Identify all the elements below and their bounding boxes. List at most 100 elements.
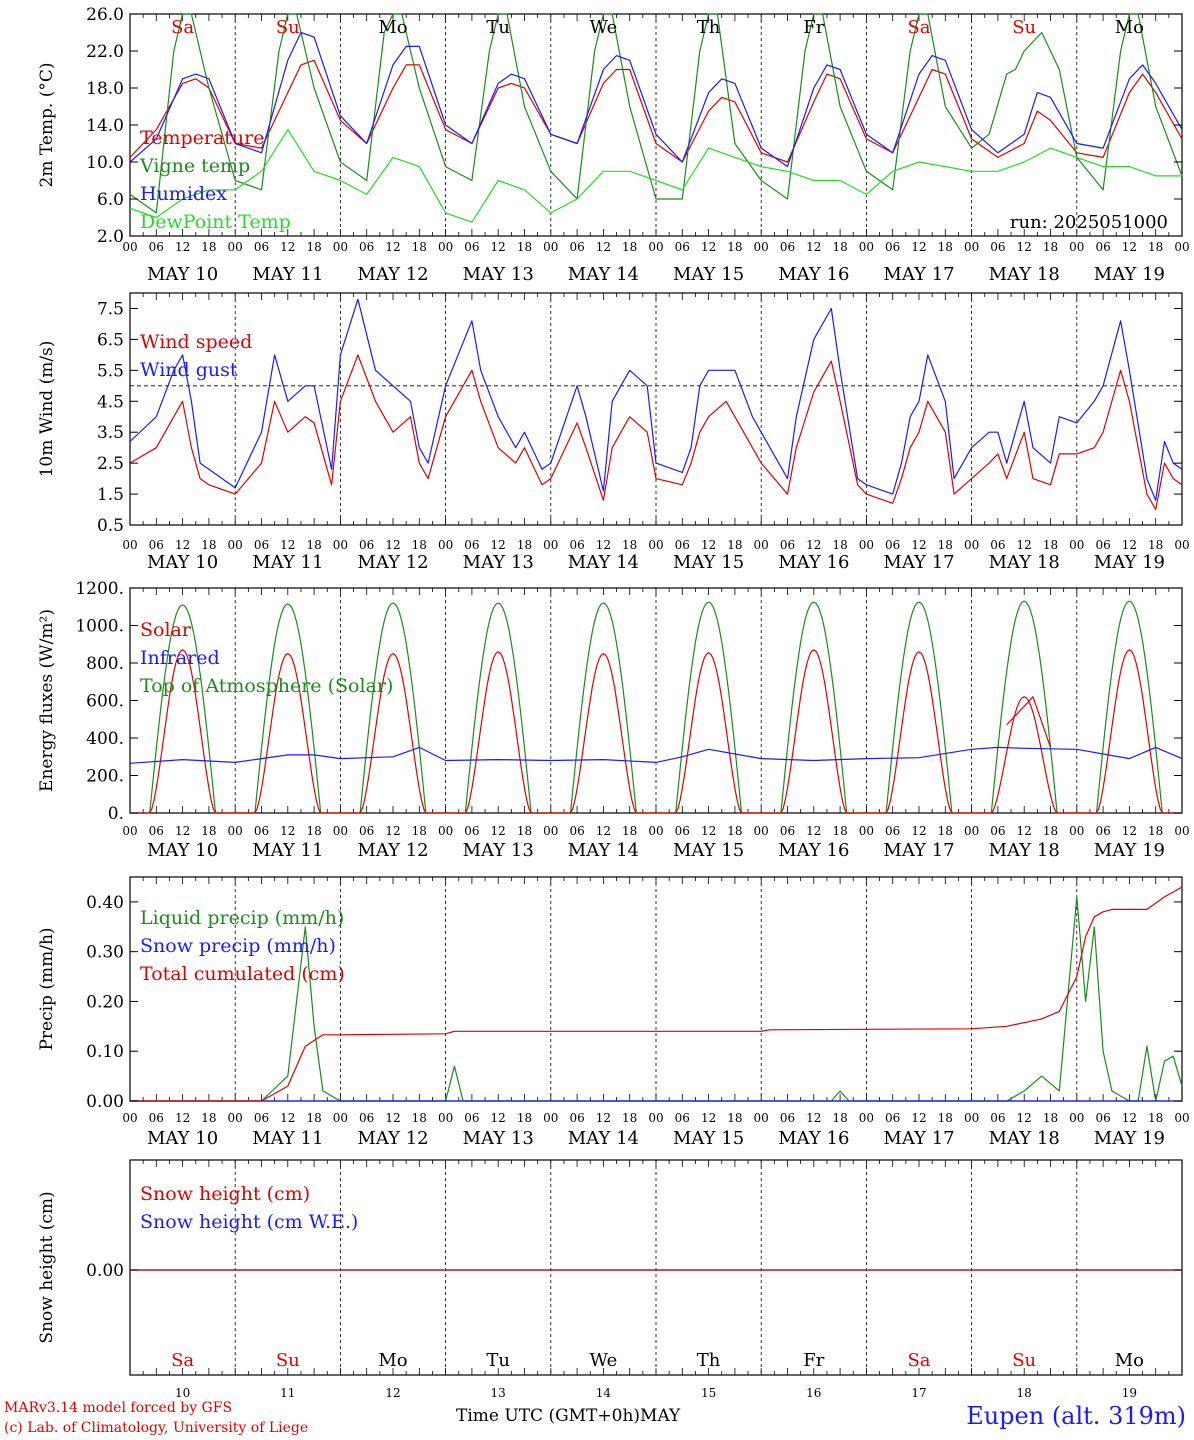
date-label: MAY 16 [778,552,849,573]
hour-tick-label: 06 [990,824,1005,838]
hour-tick-label: 06 [990,538,1005,552]
hour-tick-label: 18 [938,240,953,254]
hour-tick-label: 12 [806,824,821,838]
legend-wind-speed: Wind speed [140,331,252,353]
hour-tick-label: 12 [701,824,716,838]
date-label: MAY 16 [778,840,849,861]
hour-tick-label: 06 [1095,538,1110,552]
date-label: MAY 10 [147,552,218,573]
day-number-label: 17 [911,1386,926,1400]
hour-tick-label: 00 [859,1111,874,1125]
hour-tick-label: 06 [1095,240,1110,254]
hour-tick-label: 06 [780,538,795,552]
hour-tick-label: 18 [622,240,637,254]
date-label: MAY 14 [568,1128,639,1149]
hour-tick-label: 12 [701,1111,716,1125]
hour-tick-label: 00 [754,1111,769,1125]
weekday-label: Sa [907,17,930,38]
hour-tick-label: 18 [1043,538,1058,552]
hour-tick-label: 06 [149,240,164,254]
run-label: run: 2025051000 [1010,212,1168,233]
weekday-label: Tu [486,1350,510,1371]
hour-tick-label: 18 [1148,538,1163,552]
hour-tick-label: 06 [149,1111,164,1125]
hour-tick-label: 06 [885,824,900,838]
hour-tick-label: 06 [254,824,269,838]
hour-tick-label: 00 [228,538,243,552]
hour-tick-label: 12 [1122,1111,1137,1125]
hour-tick-label: 18 [412,240,427,254]
hour-tick-label: 06 [464,824,479,838]
hour-tick-label: 00 [543,824,558,838]
y-tick-label: 22.0 [86,42,124,62]
date-label: MAY 11 [252,1128,323,1149]
legend-total-cumulated-cm: Total cumulated (cm) [140,963,345,985]
weekday-label: Tu [486,17,510,38]
y-tick-label: 6.0 [97,190,124,210]
y-tick-label: 0.5 [97,516,124,536]
hour-tick-label: 00 [122,824,137,838]
date-label: MAY 19 [1094,840,1165,861]
hour-tick-label: 12 [596,824,611,838]
hour-tick-label: 00 [122,240,137,254]
hour-tick-label: 18 [412,824,427,838]
legend-solar: Solar [140,619,192,641]
weekday-label: Su [1012,17,1036,38]
hour-tick-label: 06 [464,538,479,552]
hour-tick-label: 00 [122,1111,137,1125]
hour-tick-label: 00 [543,1111,558,1125]
y-tick-label: 18.0 [86,79,124,99]
weekday-label: Mo [1115,1350,1144,1371]
hour-tick-label: 12 [911,824,926,838]
date-label: MAY 10 [147,1128,218,1149]
weekday-label: Sa [907,1350,930,1371]
weekday-label: Mo [1115,17,1144,38]
series-wind-gust [129,298,1183,501]
weekday-label: Mo [378,17,407,38]
legend-temperature: Temperature [140,127,264,149]
y-tick-label: 2.5 [97,454,124,474]
hour-tick-label: 12 [385,824,400,838]
date-label: MAY 17 [883,1128,954,1149]
series-dewpoint-temp [129,129,1182,223]
hour-tick-label: 00 [964,240,979,254]
series-temperature [129,59,1183,163]
hour-tick-label: 00 [333,1111,348,1125]
hour-tick-label: 06 [990,240,1005,254]
hour-tick-label: 06 [885,240,900,254]
hour-tick-label: 18 [1043,240,1058,254]
hour-tick-label: 06 [990,1111,1005,1125]
legend-humidex: Humidex [140,183,227,205]
hour-tick-label: 12 [175,240,190,254]
hour-tick-label: 00 [543,538,558,552]
panel-1: 2.0 6.0 10.0 14.0 18.0 22.0 26.0 2m Temp. (°C) T… [37,5,1190,285]
day-number-label: 12 [385,1386,400,1400]
hour-tick-label: 00 [1069,240,1084,254]
y-tick-label: 2.0 [97,227,124,247]
hour-tick-label: 06 [254,1111,269,1125]
y-tick-label: 0.20 [86,992,124,1012]
y-axis-label: Precip (mm/h) [37,927,57,1050]
time-axis-month: MAY [640,1406,681,1426]
hour-tick-label: 18 [832,1111,847,1125]
y-axis-label: Energy fluxes (W/m²) [37,609,57,792]
day-number-label: 11 [280,1386,295,1400]
hour-tick-label: 12 [385,240,400,254]
hour-tick-label: 06 [254,538,269,552]
hour-tick-label: 00 [754,538,769,552]
day-number-label: 15 [701,1386,716,1400]
weekday-label: Mo [378,1350,407,1371]
hour-tick-label: 00 [1174,1111,1189,1125]
y-tick-label: 7.5 [97,299,124,319]
hour-tick-label: 00 [333,240,348,254]
weekday-label: Fr [803,1350,824,1371]
date-label: MAY 11 [252,264,323,285]
y-tick-label: 3.5 [97,423,124,443]
day-number-label: 14 [596,1386,612,1400]
date-label: MAY 16 [778,264,849,285]
legend-snow-height-cm-w-e: Snow height (cm W.E.) [140,1211,358,1233]
hour-tick-label: 00 [859,240,874,254]
date-label: MAY 16 [778,1128,849,1149]
legend-top-of-atmosphere-solar: Top of Atmosphere (Solar) [140,675,393,697]
legend-dewpoint-temp: DewPoint Temp [140,211,291,233]
